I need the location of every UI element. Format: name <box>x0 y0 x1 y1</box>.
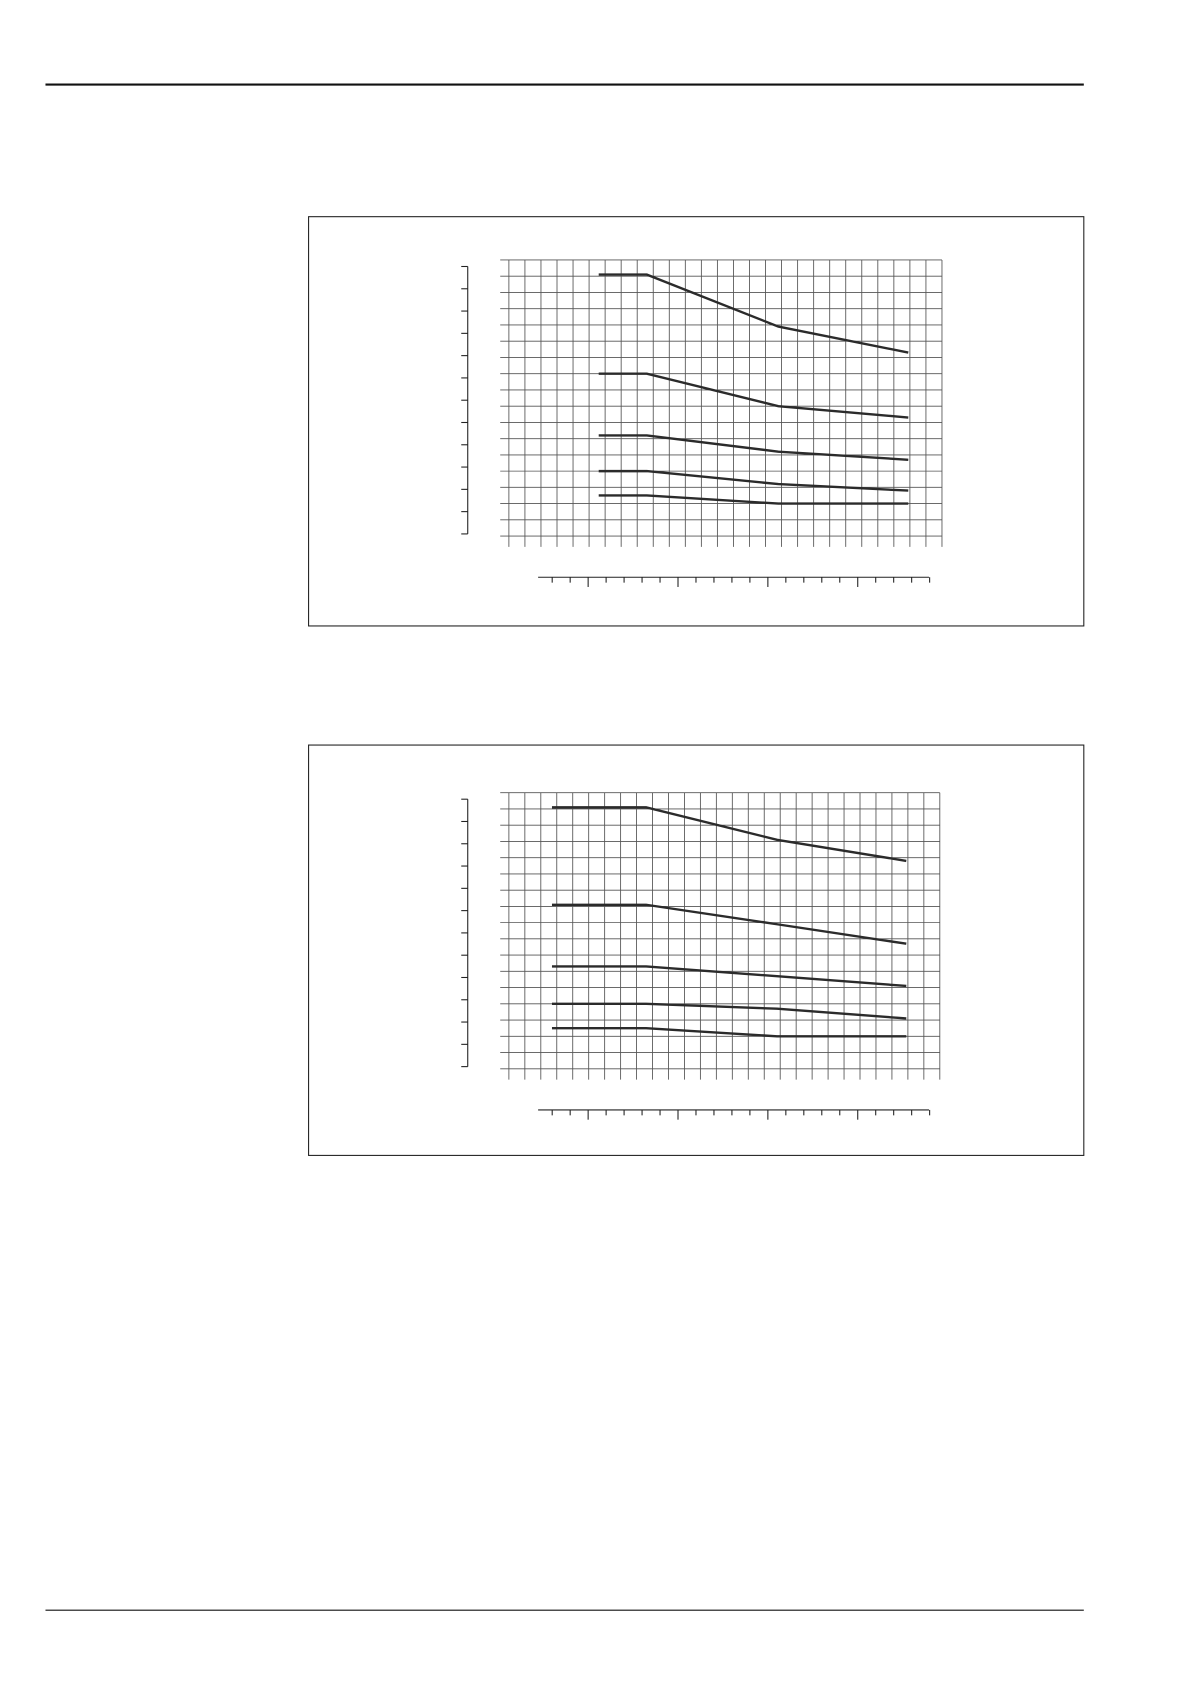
curve <box>551 903 907 945</box>
curve <box>598 434 909 461</box>
curve <box>598 494 909 505</box>
curve <box>551 806 907 863</box>
curve <box>598 469 909 492</box>
curve <box>598 372 909 419</box>
curve <box>551 1002 907 1020</box>
figure-frame <box>308 216 1085 627</box>
curve <box>551 1026 907 1038</box>
curve <box>551 965 907 988</box>
figure-frame <box>308 744 1085 1156</box>
curve <box>598 273 909 354</box>
